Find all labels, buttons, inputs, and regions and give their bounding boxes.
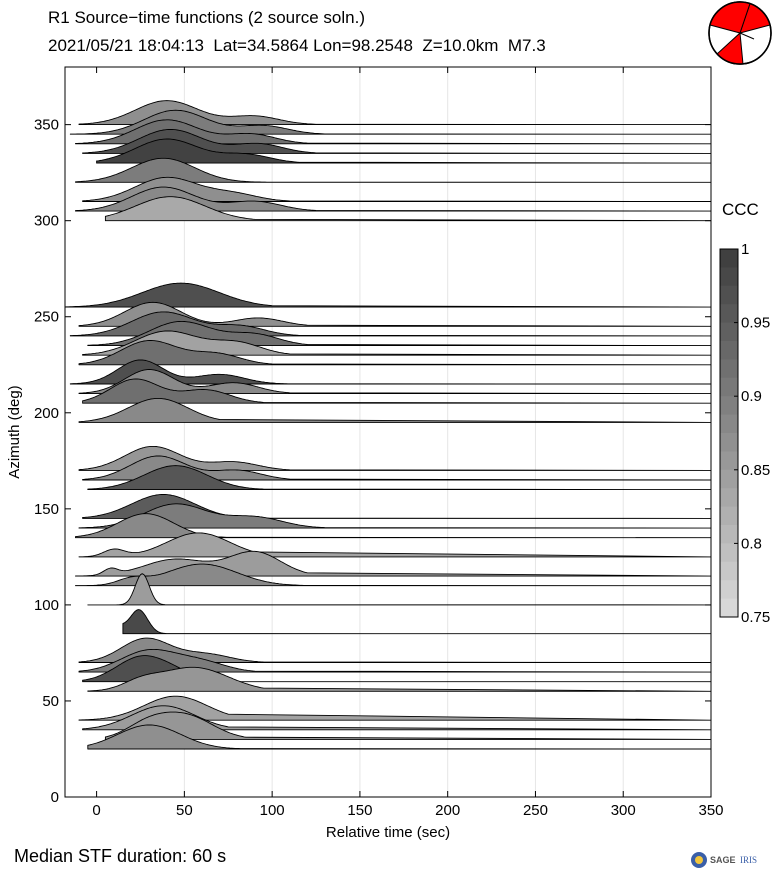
colorbar-segment [720, 525, 738, 544]
chart-title-line2: 2021/05/21 18:04:13 Lat=34.5864 Lon=98.2… [48, 36, 546, 55]
stf-trace-350 [78, 100, 712, 126]
colorbar-segment [720, 469, 738, 489]
x-tick-label: 0 [92, 802, 100, 819]
y-tick-label: 150 [34, 501, 59, 518]
colorbar-tick-label: 0.85 [741, 462, 770, 479]
colorbar-segment [720, 304, 738, 324]
beachball-icon [708, 1, 772, 65]
colorbar-segment [720, 414, 738, 434]
stf-trace-225 [78, 340, 712, 366]
grid-lines [183, 67, 712, 797]
median-duration-label: Median STF duration: 60 s [14, 846, 227, 866]
colorbar-segment [720, 341, 738, 360]
colorbar-segment [720, 322, 738, 342]
stf-trace-305 [75, 186, 712, 212]
colorbar-tick-label: 0.95 [741, 315, 770, 332]
x-tick-label: 100 [260, 802, 285, 819]
x-tick-label: 250 [523, 802, 548, 819]
stf-trace-160 [87, 465, 712, 491]
stf-trace-230 [82, 330, 712, 356]
colorbar-segment [720, 249, 738, 268]
svg-text:SAGE: SAGE [710, 855, 736, 865]
x-axis-label: Relative time (sec) [326, 824, 450, 841]
stf-trace-85 [122, 609, 712, 635]
stf-trace-300 [104, 196, 712, 222]
colorbar-segment [720, 285, 738, 305]
y-tick-label: 50 [42, 693, 59, 710]
stf-trace-310 [82, 176, 712, 202]
y-tick-label: 350 [34, 117, 59, 134]
stf-trace-345 [69, 109, 712, 135]
colorbar-segment [720, 359, 738, 379]
colorbar-tick-label: 0.8 [741, 535, 762, 552]
y-tick-label: 100 [34, 597, 59, 614]
stf-trace-115 [75, 550, 712, 577]
colorbar-segment [720, 506, 738, 526]
stf-trace-240 [69, 311, 712, 337]
stf-trace-235 [87, 320, 712, 347]
stf-trace-340 [75, 119, 712, 145]
sage-iris-logo: SAGE IRIS [691, 852, 757, 868]
x-tick-label: 50 [176, 802, 193, 819]
stf-trace-195 [78, 397, 712, 423]
plot-frame [64, 66, 712, 798]
colorbar-segment [720, 543, 738, 563]
y-tick-label: 300 [34, 213, 59, 230]
colorbar-segment [720, 488, 738, 508]
x-tick-label: 350 [698, 802, 723, 819]
stf-trace-100 [87, 573, 712, 606]
chart-title-line1: R1 Source−time functions (2 source soln.… [48, 8, 366, 27]
colorbar-segment [720, 396, 738, 416]
trace-layer [64, 100, 712, 750]
colorbar-segment [720, 598, 738, 618]
y-tick-label: 250 [34, 309, 59, 326]
stf-trace-170 [78, 445, 712, 471]
colorbar-tick-label: 0.9 [741, 388, 762, 405]
stf-trace-165 [82, 455, 712, 481]
stf-trace-110 [75, 563, 712, 587]
colorbar-tick-label: 1 [741, 241, 749, 258]
colorbar-segment [720, 433, 738, 452]
colorbar: 1 0.95 0.9 0.85 0.8 0.75 [719, 241, 770, 626]
colorbar-segment [720, 561, 738, 581]
x-tick-label: 200 [435, 802, 460, 819]
stf-trace-25 [87, 724, 712, 750]
stf-trace-210 [78, 369, 712, 395]
stf-trace-215 [69, 359, 712, 385]
stf-trace-125 [78, 532, 712, 558]
colorbar-segment [720, 580, 738, 600]
stf-trace-320 [75, 157, 712, 183]
stf-trace-330 [96, 138, 712, 164]
axes: 0 50 100 150 200 250 300 350 0 50 100 150 200 250 300 3… [34, 67, 724, 819]
stf-trace-55 [87, 666, 712, 692]
colorbar-segment [720, 451, 738, 471]
y-tick-label: 200 [34, 405, 59, 422]
colorbar-segment [720, 267, 738, 287]
svg-text:IRIS: IRIS [740, 855, 757, 865]
stf-trace-335 [82, 128, 712, 154]
y-tick-label: 0 [51, 789, 59, 806]
colorbar-segment [720, 377, 738, 397]
x-tick-label: 300 [611, 802, 636, 819]
stf-trace-245 [78, 301, 712, 327]
stf-trace-255 [64, 282, 712, 308]
y-axis-label: Azimuth (deg) [6, 385, 23, 478]
colorbar-frame [719, 248, 739, 618]
colorbar-title: CCC [722, 200, 759, 219]
colorbar-tick-label: 0.75 [741, 609, 770, 626]
x-tick-label: 150 [347, 802, 372, 819]
